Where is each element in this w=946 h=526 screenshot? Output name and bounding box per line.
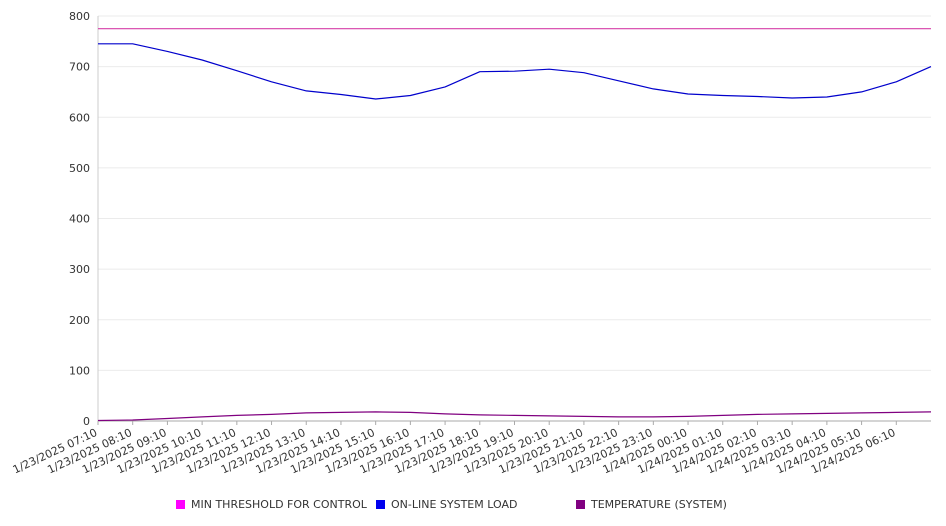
series-lines [97,28,932,422]
y-axis-ticks: 0 100 200 300 400 500 600 700 800 [69,10,90,428]
grid-lines [98,15,931,371]
y-tick-label: 300 [69,263,90,276]
y-tick-label: 400 [69,213,90,226]
y-tick-label: 200 [69,314,90,327]
x-axis-ticks: 1/23/2025 07:101/23/2025 08:101/23/2025 … [11,421,898,476]
y-tick-label: 800 [69,10,90,23]
y-tick-label: 500 [69,162,90,175]
legend-item-temperature-system[interactable]: TEMPERATURE (SYSTEM) [576,498,727,511]
y-tick-label: 600 [69,111,90,124]
legend-swatch [576,500,585,509]
legend-label: ON-LINE SYSTEM LOAD [391,498,518,511]
series-line-1 [98,43,932,100]
legend-item-min-threshold[interactable]: MIN THRESHOLD FOR CONTROL [176,498,367,511]
legend: MIN THRESHOLD FOR CONTROL ON-LINE SYSTEM… [0,498,946,514]
legend-label: MIN THRESHOLD FOR CONTROL [191,498,367,511]
y-tick-label: 700 [69,61,90,74]
legend-label: TEMPERATURE (SYSTEM) [591,498,727,511]
series-line-2 [97,411,932,422]
legend-item-online-system-load[interactable]: ON-LINE SYSTEM LOAD [376,498,517,511]
legend-swatch [376,500,385,509]
legend-swatch [176,500,185,509]
y-tick-label: 100 [69,364,90,377]
y-tick-label: 0 [83,415,90,428]
